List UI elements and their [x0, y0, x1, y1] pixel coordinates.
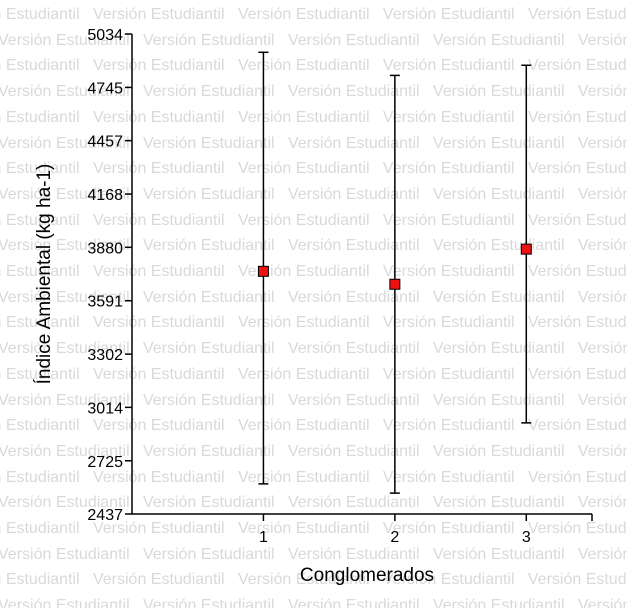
y-tick-label: 4457: [87, 134, 123, 151]
mean-point-marker: [520, 243, 532, 255]
y-tick-label: 3880: [87, 240, 123, 257]
x-tick-label: 2: [390, 529, 399, 546]
y-tick-label: 2437: [87, 507, 123, 524]
x-tick-label: 3: [522, 529, 531, 546]
mean-point-marker: [389, 278, 401, 290]
y-tick-label: 5034: [87, 27, 123, 44]
y-tick-label: 3014: [87, 400, 123, 417]
y-tick-label: 4745: [87, 80, 123, 97]
mean-points: [257, 243, 532, 290]
error-bars: [258, 51, 532, 494]
y-axis-title: Índice Ambiental (kg ha-1): [34, 164, 55, 385]
x-axis-ticks: 1 2 3: [259, 514, 593, 546]
x-tick-label: 1: [259, 529, 268, 546]
y-tick-label: 2725: [87, 454, 123, 471]
x-axis-title: Conglomerados: [300, 565, 434, 586]
y-axis-ticks: 2437 2725 3014 3302 3591 3880 4168 4457 4745 5034: [87, 27, 132, 524]
y-tick-label: 3302: [87, 347, 123, 364]
y-tick-label: 4168: [87, 187, 123, 204]
mean-point-marker: [257, 265, 269, 277]
y-tick-label: 3591: [87, 294, 123, 311]
